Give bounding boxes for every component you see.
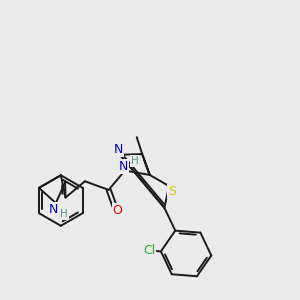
Text: N: N: [49, 203, 58, 216]
Text: S: S: [168, 185, 176, 198]
Text: H: H: [130, 156, 138, 166]
Text: N: N: [119, 160, 128, 173]
Text: N: N: [114, 143, 123, 156]
Text: Cl: Cl: [143, 244, 155, 256]
Text: O: O: [113, 204, 123, 217]
Text: H: H: [60, 209, 68, 219]
